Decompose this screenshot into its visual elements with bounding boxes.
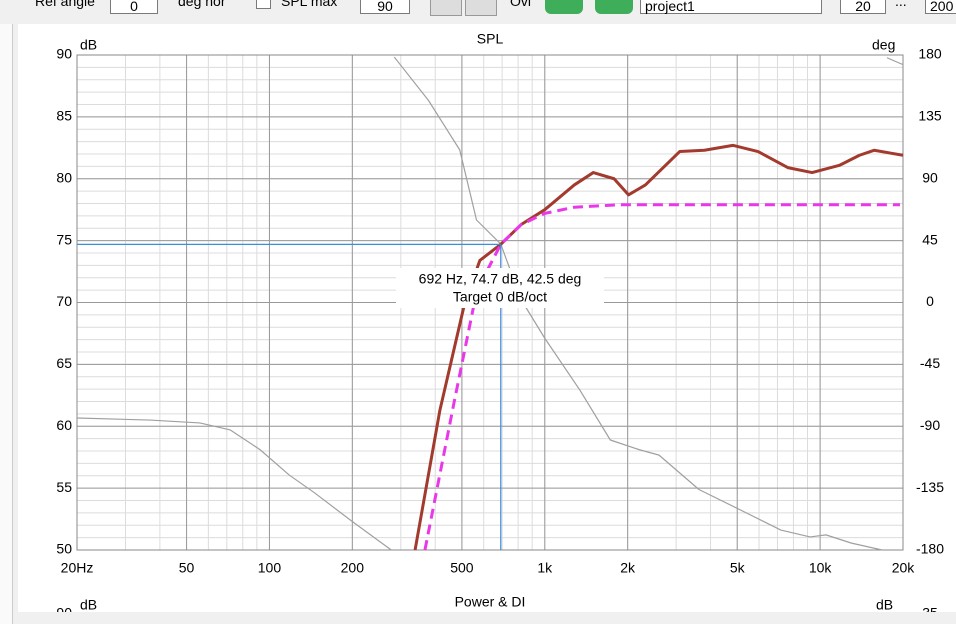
label: ... — [895, 0, 907, 9]
series-line — [413, 143, 904, 551]
x-tick-label: 500 — [450, 560, 474, 576]
add-button[interactable] — [545, 0, 583, 14]
chart-background — [18, 594, 956, 612]
remove-button[interactable] — [595, 0, 633, 14]
y2-tick-label: 135 — [918, 108, 942, 124]
chart-title: SPL — [477, 31, 504, 47]
series-line — [76, 56, 904, 551]
y-axis-label: dB — [80, 37, 97, 53]
y-tick-label: 90 — [56, 605, 72, 612]
y-tick-label: 70 — [56, 293, 72, 309]
chart-background — [18, 24, 956, 594]
input[interactable]: 200 — [925, 0, 956, 14]
x-tick-label: 50 — [179, 560, 195, 576]
side-panel — [0, 24, 13, 624]
toolbar: Ref angle 0 deg hor SPL max 90 Ovl proje… — [0, 0, 956, 20]
y2-tick-label: 180 — [918, 46, 942, 62]
x-tick-label: 20k — [892, 560, 916, 576]
y-tick-label: 75 — [56, 231, 72, 247]
annotation: Target 0 dB/oct — [453, 289, 547, 305]
y2-tick-label: 45 — [922, 231, 938, 247]
annotation: 692 Hz, 74.7 dB, 42.5 deg — [419, 271, 582, 287]
y-tick-label: 60 — [56, 417, 72, 433]
y-axis-label: dB — [80, 597, 97, 612]
input[interactable]: 0 — [110, 0, 158, 14]
y-tick-label: 80 — [56, 169, 72, 185]
x-tick-label: 200 — [341, 560, 365, 576]
label: Ref angle — [35, 0, 95, 9]
y2-tick-label: -45 — [920, 355, 940, 371]
label: deg hor — [178, 0, 226, 9]
x-tick-label: 5k — [730, 560, 746, 576]
label: Ovl — [510, 0, 531, 9]
input[interactable]: 20 — [840, 0, 886, 14]
x-tick-label: 20Hz — [61, 560, 94, 576]
annotation-box — [396, 268, 604, 308]
x-tick-label: 1k — [537, 560, 553, 576]
up-button[interactable] — [465, 0, 497, 16]
y-tick-label: 55 — [56, 479, 72, 495]
y2-tick-label: -180 — [916, 541, 944, 557]
y2-tick-label: 90 — [922, 169, 938, 185]
y2-axis-label: dB — [876, 597, 893, 612]
y-tick-label: 50 — [56, 541, 72, 557]
series-line — [423, 203, 900, 551]
y2-tick-label: -90 — [920, 417, 940, 433]
x-tick-label: 100 — [258, 560, 282, 576]
y2-axis-label: deg — [872, 37, 895, 53]
input[interactable]: project1 — [640, 0, 822, 14]
plot-frame — [76, 54, 904, 551]
y-tick-label: 90 — [56, 46, 72, 62]
y2-tick-label: -135 — [916, 479, 944, 495]
x-tick-label: 10k — [809, 560, 833, 576]
y-tick-label: 65 — [56, 355, 72, 371]
checkbox[interactable] — [256, 0, 271, 9]
label: SPL max — [281, 0, 338, 9]
x-tick-label: 2k — [620, 560, 636, 576]
input[interactable]: 90 — [360, 0, 410, 14]
y2-tick-label: 35 — [922, 605, 938, 612]
y-tick-label: 85 — [56, 108, 72, 124]
y2-tick-label: 0 — [926, 293, 934, 309]
down-button[interactable] — [430, 0, 462, 16]
chart-title: Power & DI — [455, 594, 526, 610]
